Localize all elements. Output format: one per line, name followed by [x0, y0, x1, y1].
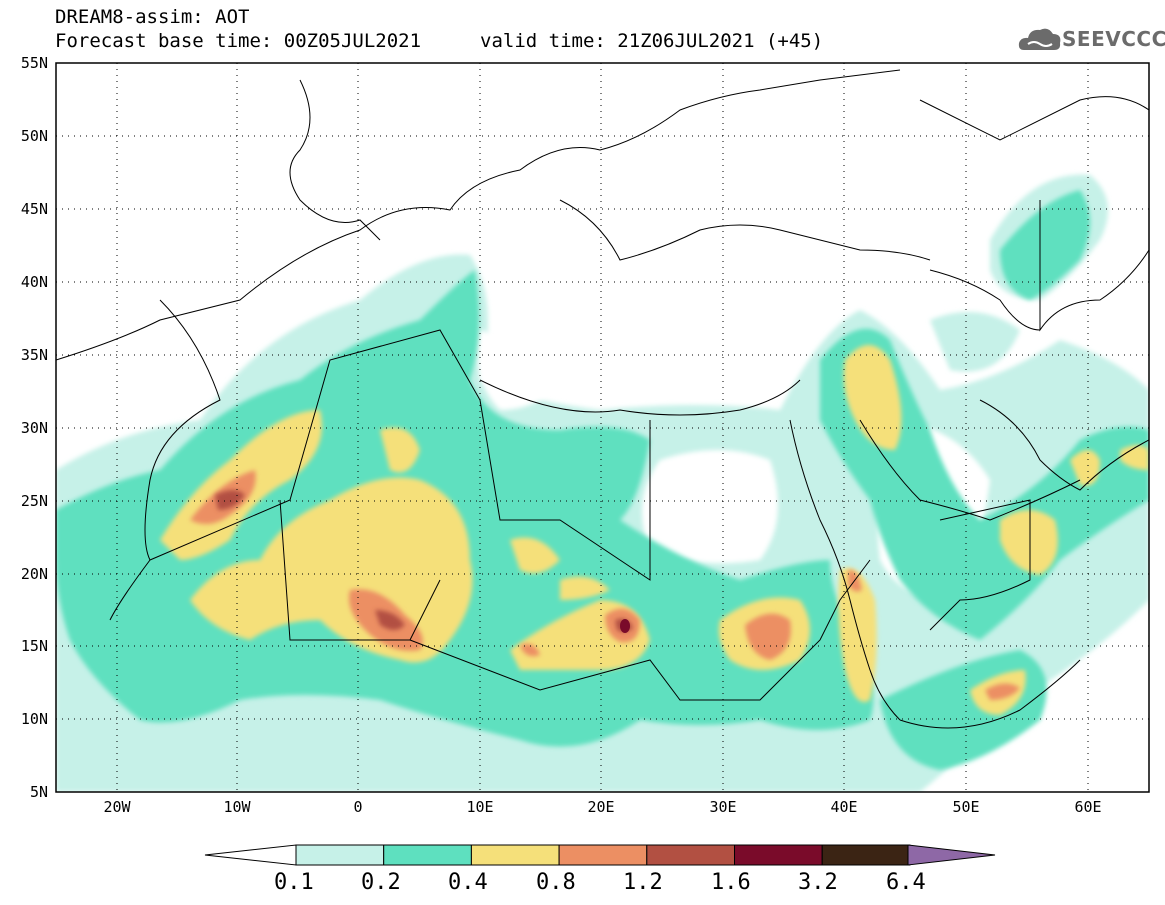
- lat-label: 45N: [21, 200, 48, 218]
- lon-label: 10W: [223, 798, 251, 816]
- lon-label: 20W: [103, 798, 131, 816]
- map-frame: [55, 62, 1150, 793]
- colorbar-label: 1.2: [623, 870, 663, 895]
- colorbar-label: 0.8: [536, 870, 576, 895]
- colorbar-label: 0.4: [448, 870, 488, 895]
- colorbar-label: 1.6: [711, 870, 751, 895]
- map-title: DREAM8-assim: AOT: [55, 6, 250, 28]
- lon-label: 10E: [466, 798, 493, 816]
- lon-axis: 20W 10W 0 10E 20E 30E 40E 50E 60E: [103, 798, 1101, 816]
- lat-label: 55N: [21, 54, 48, 72]
- lat-axis: 55N 50N 45N 40N 35N 30N 25N 20N 15N 10N …: [21, 54, 48, 801]
- colorbar-under-arrow: [204, 844, 297, 866]
- colorbar-cell: [295, 844, 385, 866]
- lat-label: 10N: [21, 710, 48, 728]
- lat-label: 40N: [21, 273, 48, 291]
- coastlines-borders: [56, 69, 1149, 729]
- colorbar-over-arrow: [907, 844, 996, 866]
- colorbar: [204, 844, 996, 866]
- lat-label: 5N: [30, 783, 48, 801]
- colorbar-label: 6.4: [886, 870, 926, 895]
- lat-label: 50N: [21, 127, 48, 145]
- forecast-base-time: Forecast base time: 00Z05JUL2021: [55, 30, 422, 52]
- lon-label: 0: [353, 798, 362, 816]
- colorbar-cells: [295, 844, 911, 866]
- lat-label: 15N: [21, 637, 48, 655]
- lat-label: 20N: [21, 565, 48, 583]
- lon-label: 50E: [952, 798, 979, 816]
- valid-time: valid time: 21Z06JUL2021 (+45): [480, 30, 824, 52]
- colorbar-cell: [383, 844, 472, 866]
- lon-label: 20E: [587, 798, 614, 816]
- cloud-logo-icon: [1018, 28, 1061, 50]
- colorbar-cell: [821, 844, 911, 866]
- colorbar-label: 3.2: [798, 870, 838, 895]
- lat-label: 35N: [21, 346, 48, 364]
- colorbar-cell: [558, 844, 648, 866]
- lat-label: 25N: [21, 492, 48, 510]
- lat-lon-grid: [56, 63, 1149, 792]
- colorbar-cell: [734, 844, 823, 866]
- logo-text: SEEVCCC: [1062, 27, 1165, 51]
- lat-label: 30N: [21, 419, 48, 437]
- lon-label: 60E: [1074, 798, 1101, 816]
- colorbar-label: 0.1: [274, 870, 314, 895]
- aot-level-06: [620, 619, 630, 633]
- colorbar-cell: [470, 844, 560, 866]
- lon-label: 30E: [709, 798, 736, 816]
- lon-label: 40E: [830, 798, 857, 816]
- colorbar-cell: [646, 844, 735, 866]
- colorbar-label: 0.2: [361, 870, 401, 895]
